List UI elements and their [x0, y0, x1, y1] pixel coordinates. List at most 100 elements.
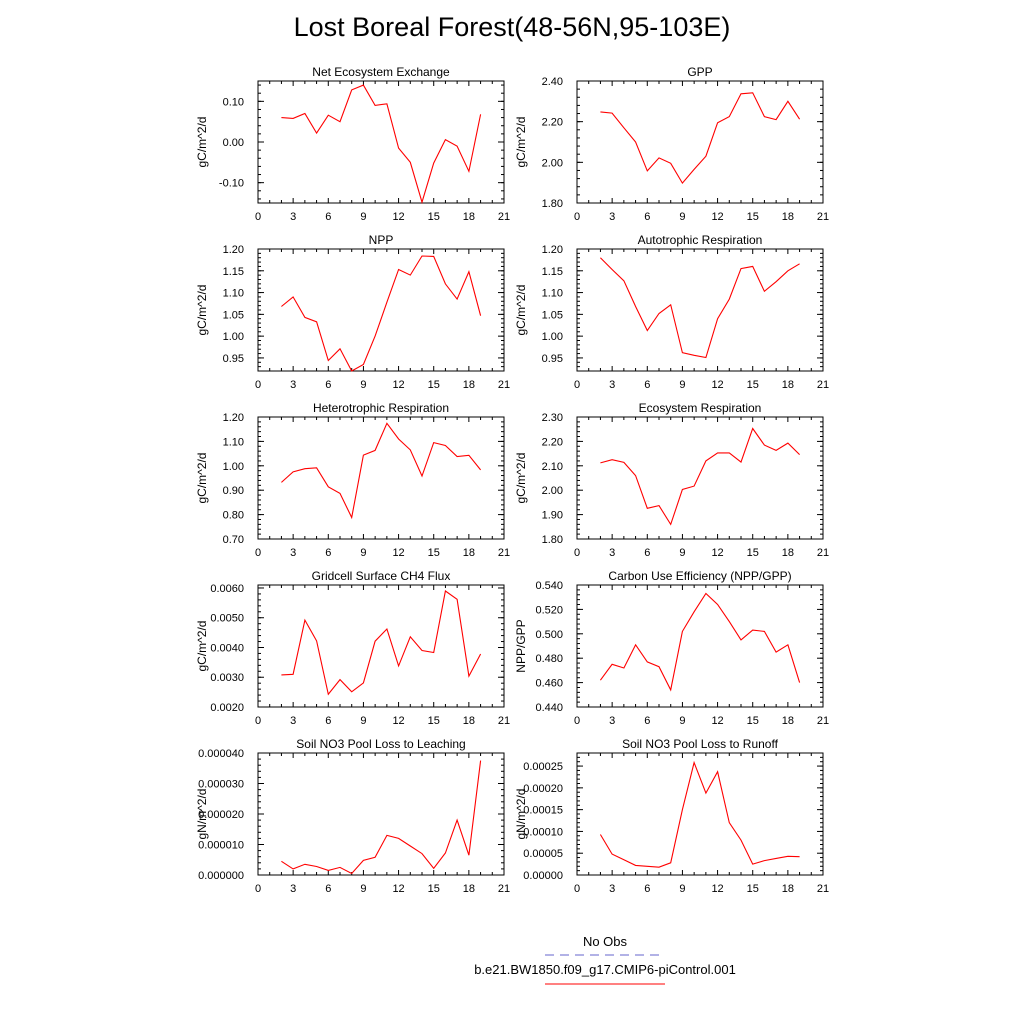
- x-tick-label: 15: [428, 547, 440, 559]
- y-tick-label: -0.10: [219, 178, 244, 190]
- x-tick-label: 3: [609, 211, 615, 223]
- y-tick-label: 0.70: [223, 534, 244, 546]
- chart-panel: Ecosystem Respiration gC/m^2/d 0 3 6 9 12 15 18 2…: [514, 401, 829, 559]
- x-tick-label: 6: [644, 211, 650, 223]
- y-tick-label: 1.00: [223, 331, 244, 343]
- x-tick-label: 6: [325, 883, 331, 895]
- x-tick-label: 15: [747, 715, 759, 727]
- x-tick-label: 9: [679, 547, 685, 559]
- x-tick-label: 6: [325, 379, 331, 391]
- y-tick-label: 0.10: [223, 96, 244, 108]
- y-tick-label: 0.000040: [198, 748, 244, 760]
- chart-panel: Autotrophic Respiration gC/m^2/d 0 3 6 9 12 15 1…: [514, 233, 829, 391]
- chart-title: Soil NO3 Pool Loss to Runoff: [622, 737, 779, 751]
- y-tick-label: 0.480: [535, 653, 563, 665]
- x-tick-label: 21: [498, 547, 510, 559]
- y-tick-label: 1.80: [542, 534, 563, 546]
- chart-panel: Carbon Use Efficiency (NPP/GPP) NPP/GPP 0 3…: [514, 569, 829, 727]
- x-tick-label: 6: [644, 547, 650, 559]
- chart-panel: Soil NO3 Pool Loss to Runoff gN/m^2/d 0 3 6 9…: [514, 737, 829, 895]
- x-tick-label: 3: [290, 883, 296, 895]
- y-tick-label: 0.540: [535, 580, 563, 592]
- plot-frame: [576, 80, 824, 204]
- y-tick-label: 0.000000: [198, 870, 244, 882]
- x-tick-label: 21: [817, 883, 829, 895]
- y-axis-label: gC/m^2/d: [195, 285, 209, 336]
- series-line: [281, 422, 482, 520]
- x-tick-label: 21: [498, 211, 510, 223]
- chart-title: Carbon Use Efficiency (NPP/GPP): [608, 569, 791, 583]
- y-tick-label: 1.00: [223, 461, 244, 473]
- y-tick-label: 0.00005: [523, 848, 563, 860]
- y-tick-label: 0.00: [223, 137, 244, 149]
- y-tick-label: 1.10: [223, 288, 244, 300]
- x-tick-label: 18: [463, 211, 475, 223]
- y-tick-label: 1.90: [542, 510, 563, 522]
- x-tick-label: 9: [679, 715, 685, 727]
- y-tick-label: 0.000030: [198, 779, 244, 791]
- x-tick-label: 0: [574, 211, 580, 223]
- plot-frame: [257, 80, 505, 204]
- y-tick-label: 0.000010: [198, 840, 244, 852]
- chart-panel: GPP gC/m^2/d 0 3 6 9 12 15 18 21 1.80 2.00 2.20 2.40: [514, 65, 829, 223]
- y-tick-label: 0.00015: [523, 805, 563, 817]
- y-tick-label: 0.00020: [523, 783, 563, 795]
- chart-title: Soil NO3 Pool Loss to Leaching: [296, 737, 465, 751]
- x-tick-label: 18: [782, 379, 794, 391]
- x-tick-label: 0: [255, 883, 261, 895]
- x-tick-label: 15: [428, 883, 440, 895]
- x-tick-label: 18: [782, 883, 794, 895]
- x-tick-label: 0: [574, 715, 580, 727]
- y-tick-label: 1.10: [223, 436, 244, 448]
- chart-title: NPP: [369, 233, 394, 247]
- series-line: [281, 760, 482, 875]
- page-title: Lost Boreal Forest(48-56N,95-103E): [293, 12, 731, 42]
- y-tick-label: 1.20: [223, 412, 244, 424]
- y-tick-label: 2.00: [542, 485, 563, 497]
- x-tick-label: 21: [498, 715, 510, 727]
- series-line: [281, 590, 482, 696]
- y-tick-label: 0.0030: [210, 672, 244, 684]
- x-tick-label: 0: [574, 547, 580, 559]
- plot-frame: [576, 584, 824, 708]
- x-tick-label: 21: [498, 379, 510, 391]
- y-tick-label: 0.80: [223, 510, 244, 522]
- y-tick-label: 0.90: [223, 485, 244, 497]
- x-tick-label: 3: [290, 211, 296, 223]
- x-tick-label: 18: [782, 715, 794, 727]
- plot-frame: [576, 416, 824, 540]
- x-tick-label: 0: [255, 715, 261, 727]
- y-tick-label: 1.20: [542, 244, 563, 256]
- x-tick-label: 6: [325, 211, 331, 223]
- x-tick-label: 0: [255, 379, 261, 391]
- x-tick-label: 12: [711, 211, 723, 223]
- plot-frame: [257, 752, 505, 876]
- y-tick-label: 0.0020: [210, 702, 244, 714]
- x-tick-label: 9: [360, 547, 366, 559]
- x-tick-label: 6: [644, 883, 650, 895]
- x-tick-label: 15: [428, 379, 440, 391]
- plot-frame: [257, 248, 505, 372]
- y-axis-label: gC/m^2/d: [514, 453, 528, 504]
- x-tick-label: 15: [747, 211, 759, 223]
- x-tick-label: 12: [392, 715, 404, 727]
- y-tick-label: 0.00025: [523, 761, 563, 773]
- series-line: [600, 427, 800, 526]
- y-tick-label: 0.0040: [210, 642, 244, 654]
- y-tick-label: 0.460: [535, 678, 563, 690]
- x-tick-label: 6: [644, 379, 650, 391]
- x-tick-label: 18: [463, 547, 475, 559]
- chart-panel: Net Ecosystem Exchange gC/m^2/d 0 3 6 9 12 15 18…: [195, 65, 510, 223]
- y-tick-label: 2.20: [542, 117, 563, 129]
- x-tick-label: 15: [428, 715, 440, 727]
- y-tick-label: 0.000020: [198, 809, 244, 821]
- y-axis-label: NPP/GPP: [514, 619, 528, 672]
- x-tick-label: 21: [817, 715, 829, 727]
- x-tick-label: 9: [360, 715, 366, 727]
- y-tick-label: 1.05: [542, 309, 563, 321]
- x-tick-label: 0: [574, 883, 580, 895]
- x-tick-label: 18: [782, 547, 794, 559]
- x-tick-label: 12: [711, 715, 723, 727]
- x-tick-label: 9: [360, 883, 366, 895]
